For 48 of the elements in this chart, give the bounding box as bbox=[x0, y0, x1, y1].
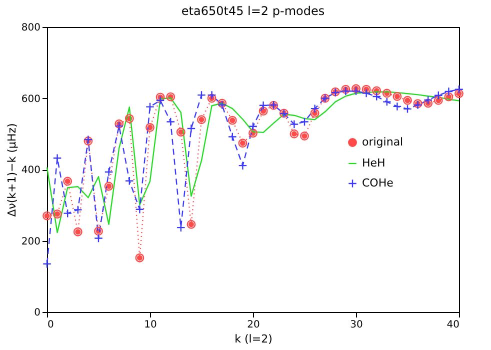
point bbox=[258, 100, 268, 110]
x-tick-label: 40 bbox=[446, 320, 460, 330]
x-tick-label: 10 bbox=[144, 320, 157, 330]
point bbox=[146, 102, 154, 112]
point bbox=[124, 176, 134, 186]
point bbox=[228, 132, 237, 142]
y-tick-label: 200 bbox=[21, 236, 40, 248]
point bbox=[300, 117, 309, 126]
point bbox=[197, 90, 206, 100]
point bbox=[52, 154, 62, 163]
point bbox=[403, 104, 412, 114]
point bbox=[166, 117, 176, 126]
x-axis-title: k (l=2) bbox=[234, 332, 272, 346]
legend-label: HeH bbox=[362, 156, 386, 170]
point bbox=[42, 259, 52, 268]
point bbox=[104, 168, 114, 176]
legend-label: COHe bbox=[362, 176, 394, 190]
y-tick-label: 400 bbox=[21, 165, 40, 176]
point bbox=[207, 90, 216, 100]
point bbox=[114, 122, 124, 131]
point bbox=[156, 96, 165, 105]
x-tick-label: 20 bbox=[247, 320, 260, 330]
x-tick-label: 30 bbox=[350, 320, 363, 330]
point bbox=[238, 161, 248, 170]
point bbox=[310, 104, 320, 114]
point bbox=[186, 124, 196, 134]
y-tick-label: 0 bbox=[34, 308, 40, 318]
y-axis-title: Δν(k+1)−k (μHz) bbox=[5, 123, 18, 217]
point bbox=[248, 122, 258, 131]
chart-title: eta650t45 l=2 p-modes bbox=[181, 4, 325, 18]
point bbox=[372, 92, 382, 101]
point bbox=[444, 87, 454, 96]
point bbox=[135, 204, 144, 214]
point bbox=[352, 86, 360, 96]
point bbox=[362, 88, 371, 98]
y-tick-label: 800 bbox=[21, 22, 40, 34]
point bbox=[392, 102, 402, 111]
point bbox=[290, 120, 299, 129]
x-tick-label: 0 bbox=[48, 320, 54, 330]
point bbox=[63, 208, 72, 218]
point bbox=[424, 96, 433, 105]
point bbox=[94, 234, 103, 243]
legend-label: original bbox=[362, 136, 404, 148]
point bbox=[454, 84, 464, 94]
point bbox=[434, 90, 443, 100]
y-tick-label: 600 bbox=[21, 94, 40, 105]
point bbox=[73, 205, 82, 214]
point bbox=[382, 97, 392, 106]
